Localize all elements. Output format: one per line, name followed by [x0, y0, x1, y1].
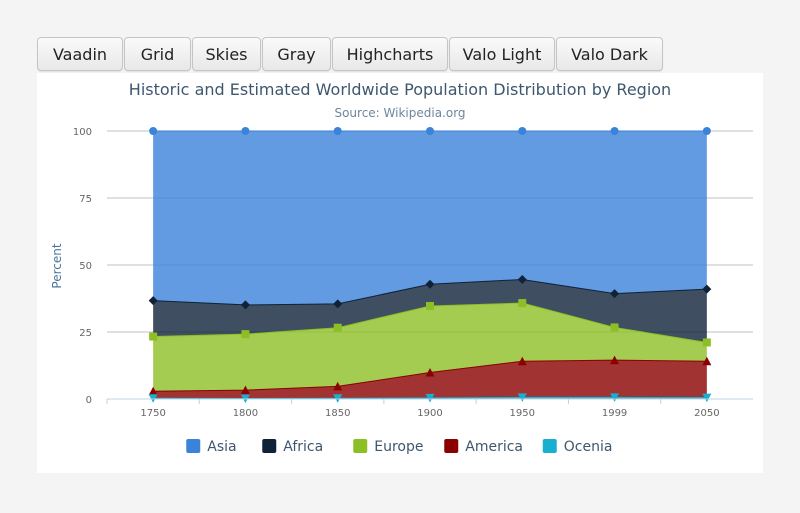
legend-swatch — [353, 439, 368, 453]
tab-valo-dark[interactable]: Valo Dark — [556, 37, 663, 71]
point-america[interactable] — [517, 356, 527, 366]
x-tick-label: 1950 — [510, 408, 535, 419]
legend-item-africa[interactable]: Africa — [262, 439, 323, 455]
x-tick-label: 1800 — [233, 408, 258, 419]
y-tick-label: 75 — [79, 194, 92, 205]
point-america[interactable] — [425, 367, 435, 377]
area-europe[interactable] — [153, 303, 707, 392]
point-europe[interactable] — [426, 302, 434, 311]
area-america[interactable] — [153, 360, 707, 399]
point-asia[interactable] — [149, 127, 158, 135]
point-asia[interactable] — [518, 127, 527, 135]
x-tick-label: 1850 — [325, 408, 350, 419]
point-africa[interactable] — [702, 284, 712, 294]
point-ocenia[interactable] — [702, 393, 712, 403]
theme-tab-bar: Vaadin Grid Skies Gray Highcharts Valo L… — [37, 37, 664, 71]
x-tick-label: 1999 — [602, 408, 627, 419]
point-america[interactable] — [610, 355, 620, 365]
tab-gray[interactable]: Gray — [262, 37, 331, 71]
x-tick-label: 1900 — [417, 408, 442, 419]
area-asia[interactable] — [153, 131, 707, 305]
y-axis-label: Percent — [50, 243, 64, 288]
point-europe[interactable] — [702, 338, 711, 347]
legend-label: America — [465, 439, 523, 455]
chart-title: Historic and Estimated Worldwide Populat… — [129, 80, 671, 99]
legend-item-ocenia[interactable]: Ocenia — [542, 439, 613, 455]
legend-item-asia[interactable]: Asia — [186, 439, 237, 455]
y-tick-label: 25 — [79, 328, 92, 339]
point-europe[interactable] — [518, 299, 527, 308]
legend-label: Asia — [207, 439, 236, 455]
point-asia[interactable] — [426, 127, 434, 135]
point-ocenia[interactable] — [610, 393, 620, 402]
point-africa[interactable] — [517, 274, 527, 284]
point-ocenia[interactable] — [425, 393, 435, 403]
point-europe[interactable] — [333, 323, 342, 332]
tab-skies[interactable]: Skies — [192, 37, 261, 71]
legend-swatch — [262, 439, 277, 453]
point-ocenia[interactable] — [517, 393, 527, 402]
point-asia[interactable] — [241, 127, 250, 135]
tab-grid[interactable]: Grid — [124, 37, 191, 71]
tab-valo-light[interactable]: Valo Light — [449, 37, 555, 71]
tab-highcharts[interactable]: Highcharts — [332, 37, 448, 71]
y-tick-label: 100 — [73, 127, 92, 138]
legend-label: Africa — [283, 439, 323, 455]
chart-subtitle: Source: Wikipedia.org — [334, 106, 465, 120]
legend-swatch — [186, 439, 201, 453]
point-america[interactable] — [702, 356, 712, 366]
legend-swatch — [444, 439, 459, 453]
point-asia[interactable] — [702, 127, 711, 135]
point-asia[interactable] — [610, 127, 619, 135]
point-ocenia[interactable] — [333, 394, 343, 403]
point-africa[interactable] — [610, 289, 620, 299]
legend-label: Europe — [374, 439, 423, 455]
point-africa[interactable] — [425, 279, 435, 289]
x-tick-label: 2050 — [694, 408, 719, 419]
point-america[interactable] — [240, 385, 250, 395]
area-africa[interactable] — [153, 279, 707, 343]
legend-item-europe[interactable]: Europe — [353, 439, 423, 455]
tab-vaadin[interactable]: Vaadin — [37, 37, 123, 71]
point-africa[interactable] — [148, 296, 158, 306]
area-chart: Historic and Estimated Worldwide Populat… — [50, 80, 753, 455]
y-tick-label: 0 — [86, 395, 92, 406]
point-america[interactable] — [333, 381, 343, 391]
legend-swatch — [542, 439, 557, 453]
point-europe[interactable] — [610, 323, 619, 332]
legend-label: Ocenia — [564, 439, 613, 455]
point-europe[interactable] — [149, 332, 158, 341]
x-tick-label: 1750 — [140, 408, 165, 419]
point-ocenia[interactable] — [148, 394, 158, 403]
point-africa[interactable] — [240, 300, 250, 310]
point-asia[interactable] — [333, 127, 342, 135]
point-america[interactable] — [148, 386, 158, 396]
legend-item-america[interactable]: America — [444, 439, 523, 455]
point-africa[interactable] — [333, 299, 343, 309]
y-tick-label: 50 — [79, 261, 92, 272]
point-europe[interactable] — [241, 330, 250, 339]
chart-panel: Historic and Estimated Worldwide Populat… — [37, 73, 763, 473]
